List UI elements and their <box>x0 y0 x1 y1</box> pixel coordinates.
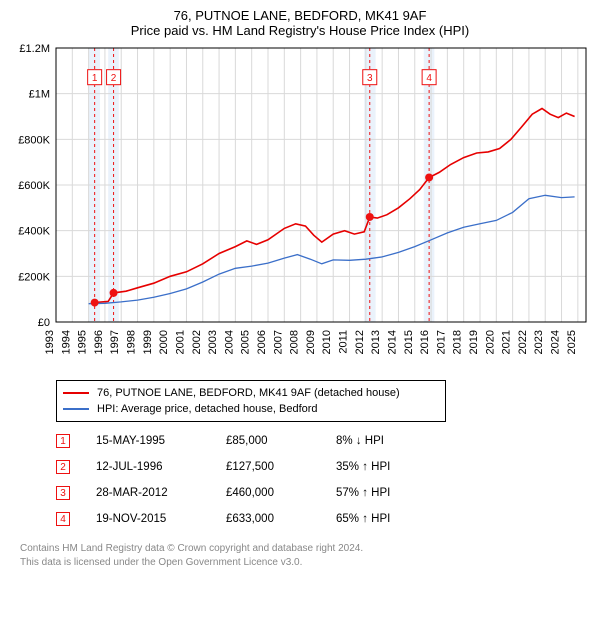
svg-text:2001: 2001 <box>174 330 186 354</box>
transaction-row: 2 12-JUL-1996£127,50035% ↑ HPI <box>56 454 590 480</box>
svg-text:2007: 2007 <box>272 330 284 354</box>
svg-text:2023: 2023 <box>533 330 545 354</box>
transaction-marker: 1 <box>56 434 70 448</box>
legend-swatch <box>63 392 89 394</box>
transactions-table: 115-MAY-1995£85,0008% ↓ HPI212-JUL-1996£… <box>56 428 590 532</box>
footer-attribution: Contains HM Land Registry data © Crown c… <box>20 542 590 569</box>
svg-text:£400K: £400K <box>18 226 50 238</box>
legend-swatch <box>63 408 89 410</box>
footer-line-1: Contains HM Land Registry data © Crown c… <box>20 542 590 556</box>
transaction-price: £633,000 <box>226 513 336 525</box>
transaction-date: 19-NOV-2015 <box>96 513 226 525</box>
svg-text:2013: 2013 <box>370 330 382 354</box>
transaction-row: 1 15-MAY-1995£85,0008% ↓ HPI <box>56 428 590 454</box>
svg-text:2003: 2003 <box>207 330 219 354</box>
footer-line-2: This data is licensed under the Open Gov… <box>20 556 590 570</box>
svg-text:2012: 2012 <box>354 330 366 354</box>
svg-text:2: 2 <box>111 73 117 84</box>
transaction-date: 15-MAY-1995 <box>96 435 226 447</box>
transaction-price: £460,000 <box>226 487 336 499</box>
svg-text:£800K: £800K <box>18 134 50 146</box>
transaction-pct: 35% ↑ HPI <box>336 461 446 473</box>
svg-text:1997: 1997 <box>109 330 121 354</box>
svg-text:2021: 2021 <box>501 330 513 354</box>
transaction-date: 12-JUL-1996 <box>96 461 226 473</box>
svg-text:2025: 2025 <box>566 330 578 354</box>
transaction-marker: 2 <box>56 460 70 474</box>
transaction-pct: 65% ↑ HPI <box>336 513 446 525</box>
svg-text:2000: 2000 <box>158 330 170 354</box>
svg-text:2015: 2015 <box>403 330 415 354</box>
svg-text:2004: 2004 <box>223 330 235 354</box>
svg-text:£0: £0 <box>38 317 50 329</box>
page-subtitle: Price paid vs. HM Land Registry's House … <box>10 23 590 38</box>
svg-text:2002: 2002 <box>191 330 203 354</box>
svg-text:2020: 2020 <box>484 330 496 354</box>
svg-text:£200K: £200K <box>18 271 50 283</box>
price-chart: £0 £200K £400K £600K £800K £1M £1.2M 1993 1994 19… <box>10 44 590 374</box>
svg-text:2024: 2024 <box>550 330 562 354</box>
legend-row: HPI: Average price, detached house, Bedf… <box>63 401 439 417</box>
svg-text:2011: 2011 <box>338 330 350 354</box>
legend-row: 76, PUTNOE LANE, BEDFORD, MK41 9AF (deta… <box>63 385 439 401</box>
legend-label: HPI: Average price, detached house, Bedf… <box>97 403 318 415</box>
svg-text:2018: 2018 <box>452 330 464 354</box>
legend-label: 76, PUTNOE LANE, BEDFORD, MK41 9AF (deta… <box>97 387 400 399</box>
svg-text:2010: 2010 <box>321 330 333 354</box>
transaction-marker: 3 <box>56 486 70 500</box>
svg-text:1993: 1993 <box>44 330 56 354</box>
svg-text:1999: 1999 <box>142 330 154 354</box>
transaction-row: 4 19-NOV-2015£633,00065% ↑ HPI <box>56 506 590 532</box>
svg-text:1994: 1994 <box>60 330 72 354</box>
svg-text:£1.2M: £1.2M <box>19 44 50 55</box>
svg-text:£1M: £1M <box>29 89 50 101</box>
svg-text:2006: 2006 <box>256 330 268 354</box>
svg-text:2022: 2022 <box>517 330 529 354</box>
svg-text:2016: 2016 <box>419 330 431 354</box>
svg-text:2005: 2005 <box>240 330 252 354</box>
svg-text:4: 4 <box>426 73 432 84</box>
svg-text:£600K: £600K <box>18 180 50 192</box>
svg-text:3: 3 <box>367 73 373 84</box>
chart-legend: 76, PUTNOE LANE, BEDFORD, MK41 9AF (deta… <box>56 380 446 422</box>
transaction-price: £85,000 <box>226 435 336 447</box>
svg-text:2019: 2019 <box>468 330 480 354</box>
transaction-date: 28-MAR-2012 <box>96 487 226 499</box>
svg-text:1996: 1996 <box>93 330 105 354</box>
svg-text:2009: 2009 <box>305 330 317 354</box>
svg-text:2017: 2017 <box>435 330 447 354</box>
svg-text:1995: 1995 <box>77 330 89 354</box>
svg-text:1: 1 <box>92 73 98 84</box>
transaction-pct: 8% ↓ HPI <box>336 435 446 447</box>
svg-text:2008: 2008 <box>289 330 301 354</box>
transaction-price: £127,500 <box>226 461 336 473</box>
svg-text:1998: 1998 <box>126 330 138 354</box>
transaction-row: 3 28-MAR-2012£460,00057% ↑ HPI <box>56 480 590 506</box>
transaction-pct: 57% ↑ HPI <box>336 487 446 499</box>
page-title: 76, PUTNOE LANE, BEDFORD, MK41 9AF <box>10 8 590 23</box>
svg-text:2014: 2014 <box>386 330 398 354</box>
transaction-marker: 4 <box>56 512 70 526</box>
